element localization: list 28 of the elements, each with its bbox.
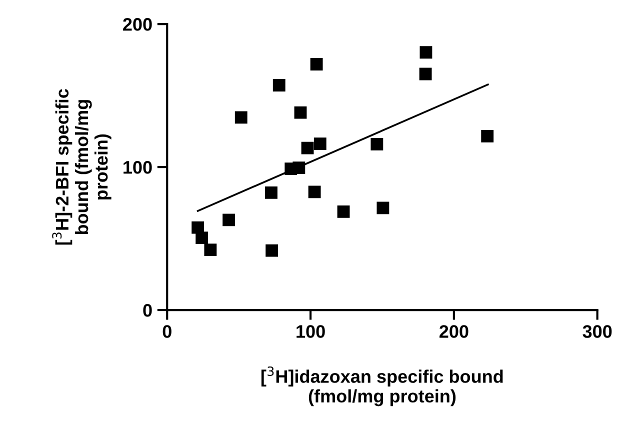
x-tick-label: 100 [296, 325, 325, 338]
x-tick-label: 200 [440, 325, 468, 338]
point [337, 205, 350, 218]
point [481, 130, 494, 142]
point [376, 202, 390, 214]
point [294, 106, 307, 119]
y-tick-label: 200 [123, 18, 152, 31]
point [222, 214, 236, 226]
x-tick-label: 0 [162, 325, 172, 338]
x-axis-title: [$^{3}$H]idazoxan specific bound (fmol/mg protein) [261, 366, 503, 406]
point [314, 138, 326, 150]
point [292, 162, 306, 174]
point [420, 46, 432, 59]
point [301, 142, 314, 154]
point [204, 244, 217, 256]
x-tick-label: 300 [582, 325, 612, 338]
point [265, 186, 278, 199]
y-tick-label: 100 [124, 160, 152, 174]
point [272, 79, 286, 92]
point [234, 111, 248, 124]
point [310, 58, 323, 70]
point [196, 232, 208, 244]
y-axis-title: [$^{3}$H]-2-BFI specific bound (fmol/mg protein) [52, 89, 112, 245]
point [370, 138, 384, 150]
point [266, 244, 278, 257]
point [419, 68, 432, 80]
point [308, 186, 321, 198]
y-tick-label: 0 [143, 304, 152, 317]
